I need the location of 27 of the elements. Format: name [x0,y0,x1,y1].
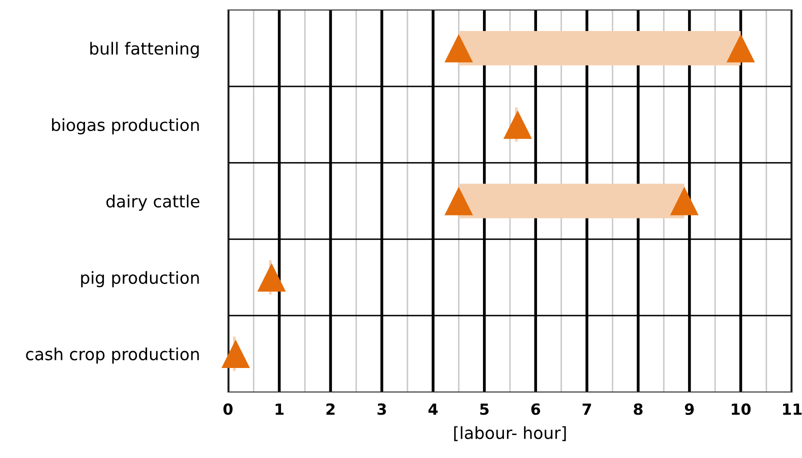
point [444,186,473,216]
point [670,186,699,216]
y-tick-label: pig production [81,271,199,288]
x-tick-label: 3 [378,403,386,415]
x-tick-label: 8 [634,403,643,415]
point [503,110,532,139]
x-tick-label: 10 [732,403,751,415]
x-tick-label: 11 [783,404,802,415]
x-tick-label: 4 [428,404,438,415]
y-tick-label: dairy cattle [106,194,200,211]
point [726,34,755,62]
point [444,34,473,62]
x-tick-label: 5 [480,404,489,415]
bar [458,31,741,66]
y-tick-label: cash crop production [26,347,199,364]
y-tick-label: biogas production [52,118,199,134]
x-tick-label: 9 [684,403,694,415]
point [221,340,250,368]
x-tick-label: 0 [223,403,233,415]
x-axis-title: [labour- hour] [454,426,566,442]
y-tick-label: bull fattening [90,42,199,58]
x-tick-label: 2 [326,403,335,415]
x-tick-label: 7 [582,404,592,415]
x-tick-label: 6 [531,403,540,415]
point [257,263,286,292]
x-tick-label: 1 [276,404,284,415]
bar [458,184,684,218]
